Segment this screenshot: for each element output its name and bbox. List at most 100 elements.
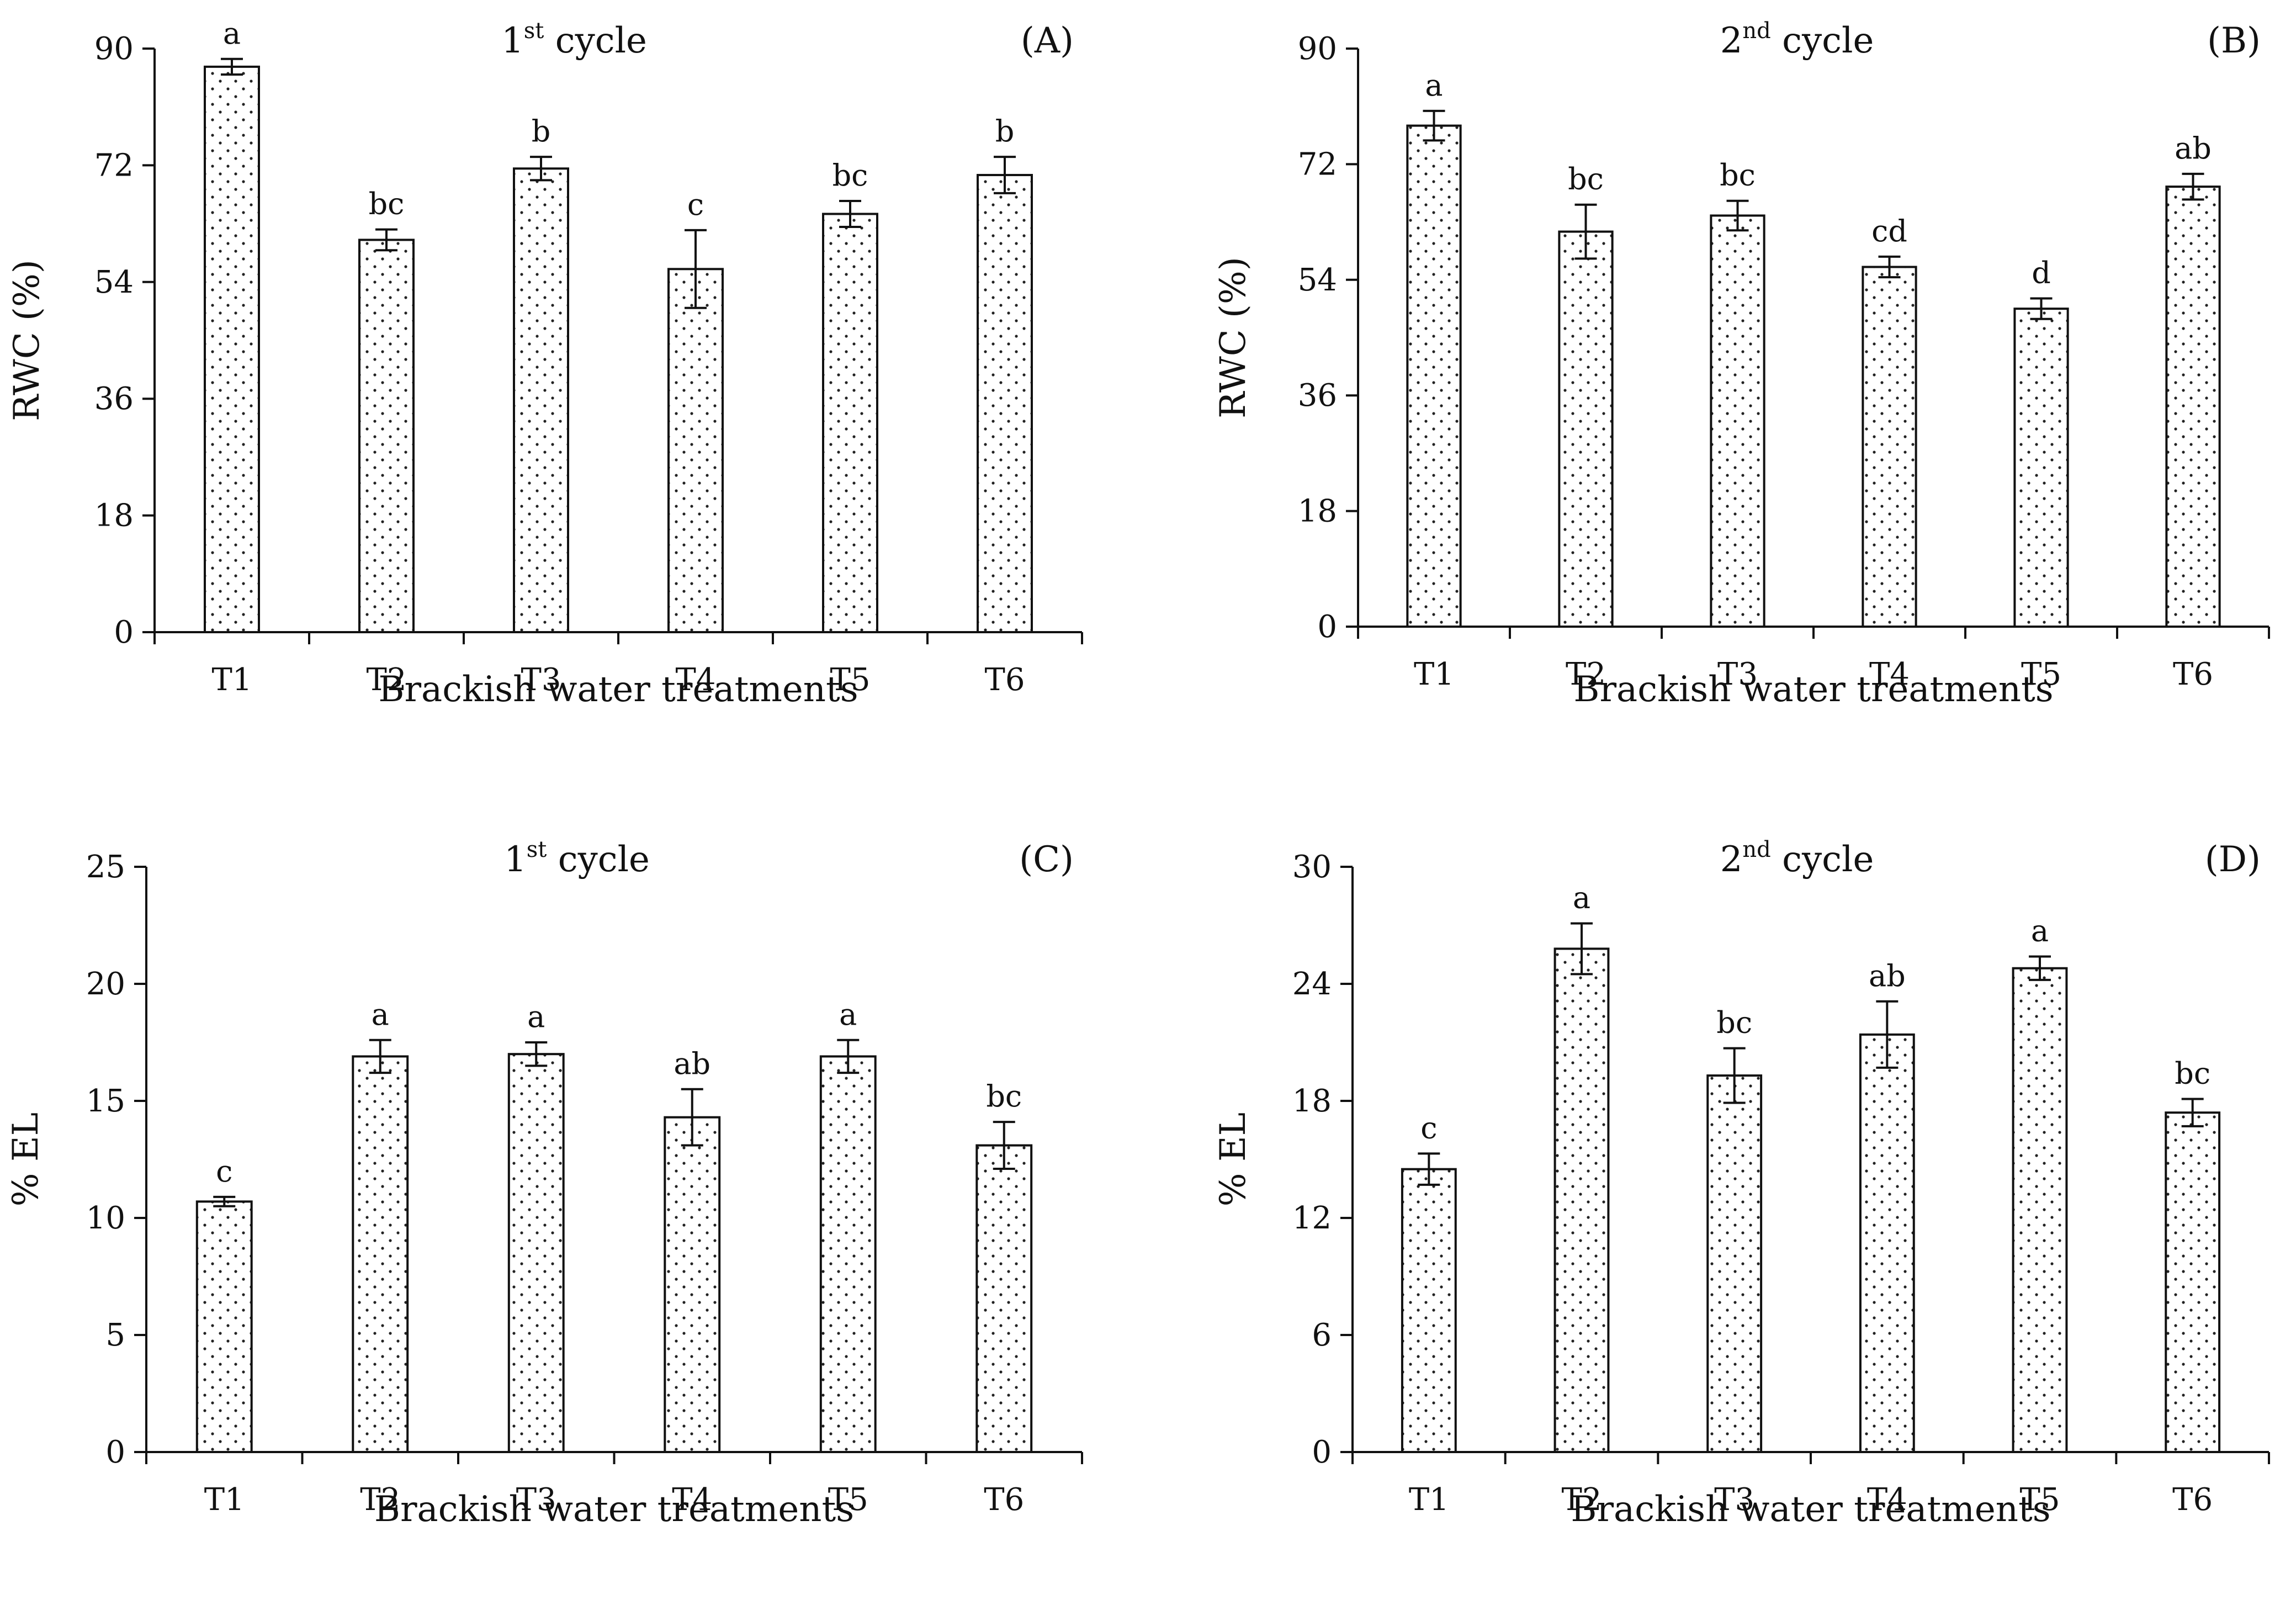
panel-title-rest: cycle bbox=[547, 839, 650, 880]
panel-title-rest: cycle bbox=[1771, 839, 1874, 880]
y-tick-label: 90 bbox=[1298, 31, 1337, 67]
significance-label: c bbox=[687, 187, 704, 222]
error-bar bbox=[221, 57, 243, 76]
panel-title-number: 2 bbox=[1720, 839, 1743, 880]
panel-title-superscript: st bbox=[524, 18, 544, 44]
x-tick-label: T4 bbox=[1869, 656, 1910, 692]
bar-t5 bbox=[822, 213, 878, 633]
y-tick-label: 24 bbox=[1292, 966, 1332, 1002]
error-bar bbox=[993, 1121, 1015, 1170]
bar-t4 bbox=[1859, 1033, 1915, 1454]
y-tick-label: 6 bbox=[1312, 1317, 1332, 1353]
significance-label: a bbox=[527, 999, 545, 1034]
bar-t2 bbox=[1558, 230, 1614, 628]
error-bar bbox=[2181, 1098, 2204, 1127]
significance-label: bc bbox=[986, 1079, 1022, 1114]
error-bar bbox=[1571, 922, 1593, 976]
error-bar bbox=[213, 1195, 236, 1207]
y-tick-label: 18 bbox=[94, 498, 134, 534]
significance-label: a bbox=[1573, 880, 1590, 915]
significance-label: bc bbox=[2175, 1056, 2210, 1090]
panel-title-number: 1 bbox=[501, 20, 524, 61]
x-tick-label: T4 bbox=[672, 1482, 712, 1518]
panel-title-rest: cycle bbox=[544, 20, 647, 61]
y-tick-label: 72 bbox=[1298, 146, 1337, 182]
significance-label: a bbox=[372, 997, 389, 1032]
significance-label: bc bbox=[1568, 162, 1604, 197]
y-tick-label: 30 bbox=[1292, 849, 1332, 885]
x-tick-label: T5 bbox=[830, 662, 871, 698]
x-tick-label: T4 bbox=[1867, 1482, 1907, 1518]
x-tick-label: T2 bbox=[360, 1482, 400, 1518]
x-tick-label: T1 bbox=[212, 662, 252, 698]
significance-label: a bbox=[223, 16, 241, 51]
y-axis-title: % EL bbox=[1213, 1112, 1254, 1206]
error-bar bbox=[1574, 203, 1597, 260]
panel-title: 1st cycle bbox=[501, 18, 647, 61]
significance-label: a bbox=[839, 997, 857, 1032]
y-tick-label: 0 bbox=[1317, 609, 1337, 645]
significance-label: a bbox=[2031, 914, 2049, 949]
y-tick-label: 5 bbox=[105, 1317, 125, 1353]
y-axis-title: RWC (%) bbox=[7, 259, 47, 421]
x-tick-label: T1 bbox=[1409, 1482, 1449, 1518]
significance-label: bc bbox=[1720, 158, 1756, 193]
y-tick-label: 12 bbox=[1292, 1200, 1332, 1236]
bar-t5 bbox=[2012, 967, 2068, 1453]
significance-label: d bbox=[2032, 256, 2051, 290]
error-bar bbox=[530, 156, 552, 182]
y-tick-label: 54 bbox=[1298, 262, 1337, 298]
x-tick-label: T5 bbox=[2021, 656, 2061, 692]
y-tick-label: 72 bbox=[94, 147, 134, 183]
bar-t3 bbox=[1706, 1074, 1763, 1453]
bar-t3 bbox=[507, 1053, 565, 1453]
error-bar bbox=[685, 229, 707, 309]
significance-label: c bbox=[216, 1154, 232, 1189]
y-tick-label: 20 bbox=[86, 966, 125, 1002]
bar-t6 bbox=[2165, 1111, 2221, 1453]
error-bar bbox=[1418, 1152, 1440, 1186]
error-bar bbox=[837, 1039, 860, 1074]
x-tick-label: T6 bbox=[2173, 656, 2213, 692]
panel-title-number: 2 bbox=[1720, 20, 1743, 61]
x-tick-label: T3 bbox=[521, 662, 561, 698]
panel-title: 1st cycle bbox=[504, 837, 650, 880]
y-tick-label: 10 bbox=[86, 1200, 125, 1236]
x-tick-label: T1 bbox=[204, 1482, 245, 1518]
y-tick-label: 0 bbox=[105, 1434, 125, 1470]
bar-t4 bbox=[1862, 266, 1917, 628]
bar-t1 bbox=[1406, 124, 1462, 628]
bar-t1 bbox=[195, 1200, 253, 1454]
bar-t4 bbox=[667, 268, 724, 633]
x-tick-label: T3 bbox=[516, 1482, 556, 1518]
significance-label: cd bbox=[1871, 214, 1907, 248]
error-bar bbox=[1876, 1000, 1899, 1069]
y-tick-label: 15 bbox=[86, 1083, 125, 1119]
panel-title-superscript: nd bbox=[1742, 837, 1770, 862]
error-bar bbox=[681, 1088, 703, 1147]
y-tick-label: 0 bbox=[1312, 1434, 1332, 1470]
y-tick-label: 0 bbox=[114, 614, 134, 650]
y-tick-label: 25 bbox=[86, 849, 125, 885]
panel-tag: (C) bbox=[1019, 839, 1074, 880]
bar-t3 bbox=[513, 167, 569, 633]
x-tick-label: T3 bbox=[1717, 656, 1758, 692]
bar-t5 bbox=[2013, 308, 2069, 628]
error-bar bbox=[839, 199, 861, 228]
y-tick-label: 54 bbox=[94, 264, 134, 300]
x-tick-label: T5 bbox=[828, 1482, 868, 1518]
panel-title-superscript: st bbox=[527, 837, 547, 862]
x-tick-label: T2 bbox=[1566, 656, 1606, 692]
error-bar bbox=[1723, 1047, 1746, 1104]
x-tick-label: T6 bbox=[985, 662, 1025, 698]
x-tick-label: T3 bbox=[1714, 1482, 1754, 1518]
y-tick-label: 36 bbox=[94, 381, 134, 417]
chart-panel: 0 5 10 15 20 25 c T1 a T2 a T3 ab T4 a T5 bc T6 Brackish w… bbox=[6, 837, 1083, 1530]
error-bar bbox=[375, 228, 397, 252]
chart-panel: 0 6 12 18 24 30 c T1 a T2 bc T3 ab T4 a T5 bc T6 Brackish … bbox=[1213, 837, 2270, 1530]
error-bar bbox=[2182, 172, 2204, 201]
x-axis-title: Brackish water treatments bbox=[378, 669, 858, 710]
significance-label: ab bbox=[1869, 958, 1906, 993]
x-tick-label: T4 bbox=[676, 662, 716, 698]
significance-label: bc bbox=[369, 187, 405, 221]
